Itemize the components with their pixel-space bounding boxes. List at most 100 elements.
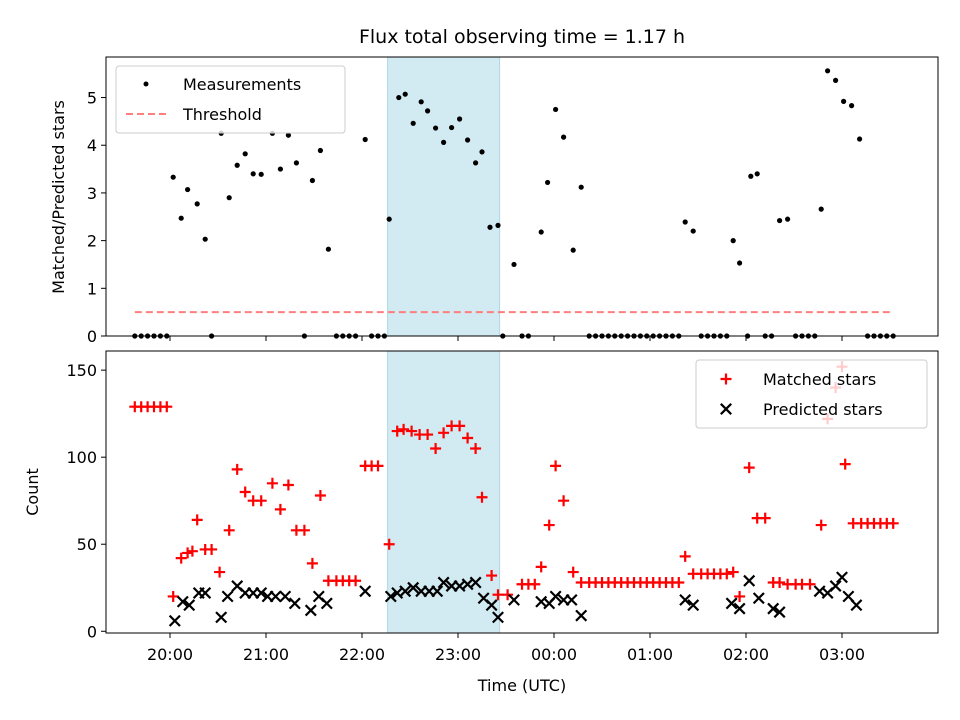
measurement-point [285,132,291,138]
predicted-star-point [508,593,520,606]
measurement-point [730,238,736,244]
measurement-point [833,77,839,83]
measurement-point [857,136,863,142]
top-y-tick-label: 3 [87,184,97,203]
top-y-tick-label: 4 [87,136,97,155]
matched-star-point [721,568,733,580]
measurement-point [402,91,408,97]
bottom-y-tick-label: 50 [77,535,97,554]
matched-star-point [223,524,235,536]
measurement-point [234,162,240,168]
matched-star-point [255,495,267,507]
predicted-star-point [279,590,292,603]
matched-star-point [492,589,504,601]
predicted-star-point [549,590,562,603]
matched-star-point [391,425,403,437]
matched-star-point [182,547,194,559]
predicted-star-point [407,581,420,594]
matched-star-point [438,427,450,439]
matched-star-point [535,561,547,573]
matched-star-point [743,462,755,474]
measurement-point [754,171,760,177]
predicted-star-point [221,590,234,603]
legend-matched-marker [720,373,732,385]
top-y-tick-label: 1 [87,279,97,298]
matched-star-point [274,503,286,515]
measurement-point [473,160,479,166]
predicted-star-point [829,580,842,592]
legend-predicted-glyph [720,403,732,415]
measurement-point [825,68,831,74]
predicted-star-point [485,599,498,612]
matched-star-point [558,495,570,507]
measurement-point [495,222,501,228]
measurement-point [325,246,331,252]
measurement-point [170,174,176,180]
predicted-star-point [255,586,268,599]
measurement-point [418,99,424,105]
predicted-star-point [199,586,212,599]
measurement-point [785,216,791,222]
bottom-legend: Matched stars Predicted stars [695,359,928,429]
measurement-point [682,219,688,225]
predicted-star-point [176,595,189,608]
predicted-star-point [679,593,692,606]
measurement-point [449,124,455,131]
measurement-point [309,177,315,184]
legend-measurements-label: Measurements [183,75,301,94]
matched-star-point [673,577,685,589]
x-tick-label: 02:00 [723,645,769,664]
predicted-star-point [752,592,765,605]
matched-star-point [734,590,746,602]
legend-matched-glyph [720,373,732,385]
predicted-stars-series [168,571,863,627]
predicted-star-point [359,585,372,598]
measurement-point [841,98,847,104]
matched-star-point [774,577,786,589]
bottom-legend-box [695,359,928,429]
matched-star-point [282,479,294,491]
measurement-point [178,215,184,221]
top-panel: 0 1 2 3 4 5 Matched/Predicted stars Measureme… [49,56,939,346]
matched-star-point [206,543,218,555]
predicted-star-point [469,576,482,589]
matched-star-point [175,552,187,564]
matched-star-point [231,463,243,475]
matched-star-point [567,566,579,578]
measurement-point [553,106,559,113]
measurement-point [242,151,248,157]
matched-star-point [470,442,482,454]
matched-stars-series [129,361,899,602]
top-plot-frame [105,56,939,337]
measurement-point [396,94,402,101]
top-shaded-band [387,56,501,337]
predicted-star-point [183,599,196,612]
measurement-point [479,149,485,155]
measurement-point [465,137,471,143]
measurement-point [250,171,256,177]
x-axis-label: Time (UTC) [477,676,566,695]
measurement-point [293,160,299,166]
measurement-point [578,184,584,190]
top-y-axis-label: Matched/Predicted stars [49,100,68,294]
measurement-point [849,103,855,109]
matched-star-point [214,566,226,578]
measurement-point [226,195,232,201]
matched-star-point [406,425,418,437]
bottom-x-axis: 20:00 21:00 22:00 23:00 00:00 01:00 02:00 03:00 [147,633,865,664]
matched-star-point [887,517,899,529]
bottom-y-tick-label: 0 [87,622,97,641]
bottom-y-axis-label: Count [23,468,42,516]
matched-star-point [476,491,488,503]
matched-star-point [191,514,203,526]
matched-star-point [167,590,179,602]
measurement-point [185,186,191,193]
matched-star-point [161,401,173,413]
measurement-point [511,261,517,268]
matched-star-point [372,460,384,472]
legend-predicted-marker [720,403,732,415]
matched-star-point [422,429,434,441]
predicted-star-point [437,576,450,589]
predicted-star-point [836,571,848,584]
predicted-star-point [565,593,578,606]
